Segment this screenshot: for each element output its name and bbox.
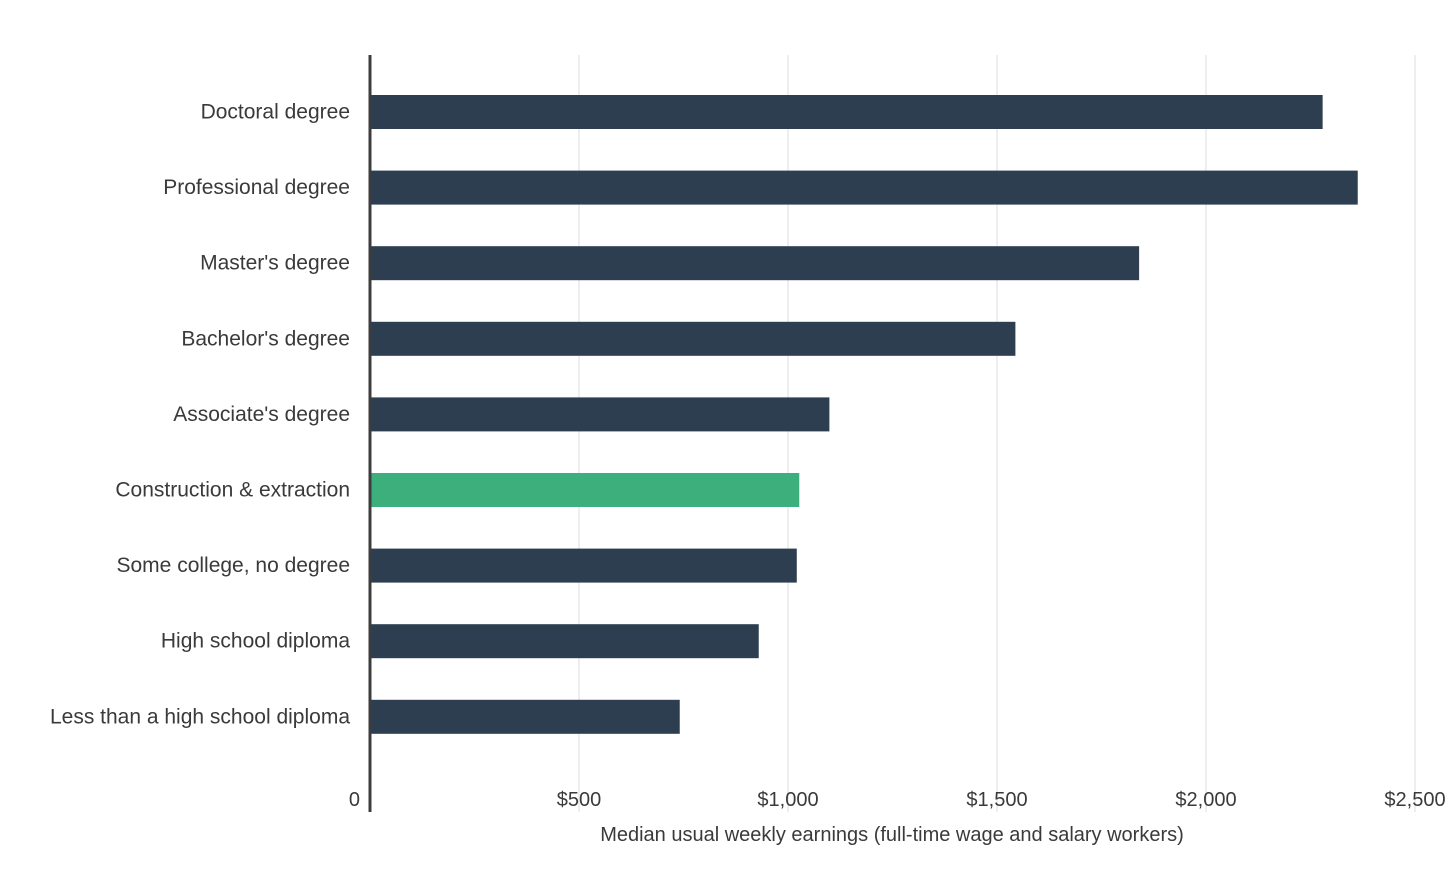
x-tick-label: $500 [557, 789, 602, 811]
bar [370, 246, 1140, 281]
bar [370, 699, 680, 734]
x-tick-label: $2,500 [1384, 789, 1445, 811]
category-label: Bachelor's degree [181, 327, 350, 350]
x-tick-labels: 0 $500 $1,000 $1,500 $2,000 $2,500 [349, 789, 1446, 811]
bar [370, 548, 797, 583]
bar [370, 170, 1358, 205]
category-label: High school diploma [161, 630, 350, 653]
bar [370, 473, 800, 507]
category-label: Doctoral degree [201, 101, 350, 124]
category-label: Less than a high school diploma [50, 705, 350, 728]
gridlines [578, 55, 1416, 812]
bar [370, 321, 1016, 356]
bar [370, 624, 759, 659]
category-label: Construction & extraction [115, 479, 350, 502]
bar [370, 95, 1323, 129]
category-label: Associate's degree [173, 403, 350, 426]
x-tick-label: $1,000 [757, 789, 818, 811]
category-label: Master's degree [200, 252, 350, 275]
bar [370, 397, 830, 432]
category-label: Some college, no degree [117, 554, 351, 577]
x-axis-title: Median usual weekly earnings (full-time … [600, 824, 1184, 846]
category-labels: Doctoral degree Professional degree Master… [50, 101, 350, 729]
bars [370, 95, 1358, 734]
x-tick-label: $1,500 [966, 789, 1027, 811]
x-tick-label: 0 [349, 789, 360, 811]
category-label: Professional degree [163, 176, 350, 199]
x-tick-label: $2,000 [1175, 789, 1236, 811]
